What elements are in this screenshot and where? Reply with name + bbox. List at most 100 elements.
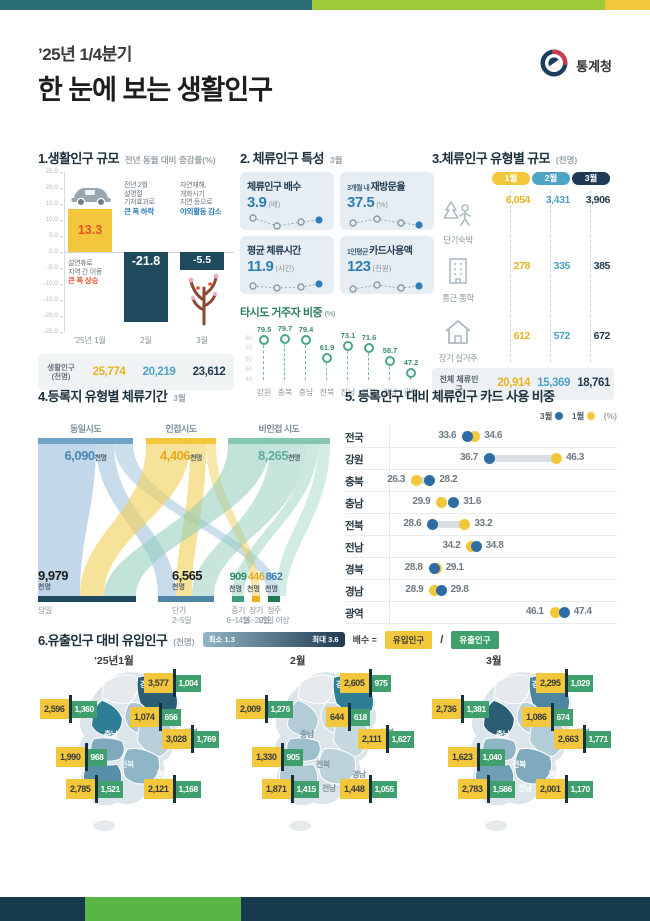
region-name-전북: 전북 xyxy=(120,760,134,769)
usage-row-label: 경남 xyxy=(345,586,364,598)
total-value: 20,914 xyxy=(497,377,530,389)
sankey-target-label-text: 정주 xyxy=(267,606,281,615)
bar-annotation-3: 자연재해, 개화시기 지연 등으로 야외활동 감소 xyxy=(180,182,234,216)
usage-row-전국: 전국 33.6 34.6 xyxy=(345,426,617,448)
usage-row-label: 강원 xyxy=(345,454,364,466)
sankey-target-label-단기: 단기 2~5일 xyxy=(172,606,232,625)
sankey-source-label-동일시도: 동일시도 xyxy=(69,424,102,434)
outflow-value: 1,040 xyxy=(479,748,505,766)
lollipop-stem xyxy=(263,339,264,380)
card-usage-legend: 3월 1월 (%) xyxy=(345,410,617,422)
section3-title: 3.체류인구 유형별 규모 (천명) xyxy=(432,148,614,167)
sankey-source-value-비인접 시도: 8,265천명 xyxy=(234,448,324,463)
section2-title: 2. 체류인구 특성 3월 xyxy=(240,148,426,167)
y-axis-tick xyxy=(60,220,63,221)
section-inflow-outflow: 6.유출인구 대비 유입인구 (천명) 최소 1.3 최대 3.6 배수 = 유… xyxy=(38,630,618,881)
usage-connector xyxy=(431,521,467,528)
section4-title: 4.등록지 유형별 체류기간 3월 xyxy=(38,386,330,405)
callout-divider-bar xyxy=(385,725,389,753)
lollipop-value: 79.7 xyxy=(277,324,293,334)
y-axis-tick xyxy=(60,188,63,189)
region-callout-충북: 1,086 674 xyxy=(522,703,573,731)
bar-annotation-1: 설연휴로 지역 간 이동 큰 폭 상승 xyxy=(68,260,122,286)
stay-value-장기 실거주: 612 xyxy=(513,330,531,342)
usage-row-label: 전남 xyxy=(345,542,364,554)
lollipop-dot xyxy=(385,355,395,366)
callout-divider-bar xyxy=(172,669,176,697)
usage-value-left: 28.9 xyxy=(405,584,424,595)
outflow-value: 1,381 xyxy=(463,700,489,718)
other-sido-share-chart: 80 70 60 50 40 79.5 강원 79.7 충북 79.4 충남 61.9 전북 73.1 전남… xyxy=(240,324,426,398)
lollipop-ytick: 80 xyxy=(245,336,252,343)
annotation-highlight: 큰 폭 하락 xyxy=(124,206,154,216)
stat-card-unit: (%) xyxy=(376,200,388,209)
row-label: 단기숙박 xyxy=(443,235,473,245)
map-month-label: 2월 xyxy=(290,655,306,667)
stat-card-title: 1인평균 카드사용액 xyxy=(347,242,427,257)
outflow-value: 1,360 xyxy=(71,700,97,718)
inflow-value: 2,111 xyxy=(358,729,386,749)
region-callout-경남: 1,448 1,055 xyxy=(340,775,397,803)
stat-card-2: 3개월 내 재방문율 37.5 (%) xyxy=(340,172,434,230)
sankey-source-value-number: 6,090 xyxy=(64,448,96,463)
section2-month: 3월 xyxy=(329,155,343,165)
inflow-value: 1,086 xyxy=(522,707,551,727)
annotation-line: 자연재해, xyxy=(180,182,207,189)
usage-row-충남: 충남 29.9 31.6 xyxy=(345,492,617,514)
usage-row-전북: 전북 28.6 33.2 xyxy=(345,514,617,536)
camping-icon xyxy=(432,198,484,233)
sankey-target-label-range: 21일 이상 xyxy=(258,615,290,625)
sankey-target-label-장기: 장기 15~20일 xyxy=(239,606,273,625)
sankey-source-label-인접시도: 인접시도 xyxy=(165,424,197,434)
usage-row-경북: 경북 28.8 29.1 xyxy=(345,558,617,580)
outflow-value: 1,055 xyxy=(371,780,397,798)
sankey-target-label-text: 단기 xyxy=(172,606,186,615)
y-axis-tick-label: 15.0 xyxy=(45,200,58,207)
inflow-value: 1,448 xyxy=(340,779,369,799)
sankey-source-value-unit: 천명 xyxy=(288,455,300,462)
usage-dot-march xyxy=(435,585,447,596)
other-sido-share-title: 타시도 거주자 비중 (%) xyxy=(240,304,426,320)
callout-divider-bar xyxy=(264,695,268,723)
other-sido-share-title-text: 타시도 거주자 비중 xyxy=(240,307,323,319)
callout-divider-bar xyxy=(158,703,162,731)
region-callout-전북: 1,330 905 xyxy=(252,743,303,771)
region-callout-전남: 2,783 1,586 xyxy=(458,775,515,803)
y-axis-tick-label: 20.0 xyxy=(45,184,58,191)
outflow-value: 1,586 xyxy=(489,780,515,798)
section-stay-type-scale: 3.체류인구 유형별 규모 (천명) 1월 2월 3월 6,054 3,431 3,906… xyxy=(432,148,614,404)
outflow-value: 618 xyxy=(350,708,370,726)
stat-card-value-row: 123 (천원) xyxy=(347,258,427,276)
stay-type-table: 1월 2월 3월 6,054 3,431 3,906 단기숙박 278 335 385 통근·통학 6… xyxy=(432,172,614,404)
usage-axis-line xyxy=(389,426,390,624)
lollipop-dot xyxy=(280,334,290,345)
trend-sparkline xyxy=(347,278,427,299)
x-axis-label: 3월 xyxy=(196,336,208,345)
other-sido-share-unit: (%) xyxy=(324,309,336,318)
y-axis-tick-label: -15.0 xyxy=(43,296,58,303)
outflow-value: 674 xyxy=(553,708,573,726)
band-navy-right xyxy=(240,897,650,921)
lollipop-dot xyxy=(322,352,332,363)
region-callout-충북: 644 618 xyxy=(326,703,370,731)
inflow-value: 2,663 xyxy=(554,729,583,749)
bar-value-label: 13.3 xyxy=(77,223,103,238)
stay-value-통근·통학: 385 xyxy=(593,260,611,272)
y-axis-tick xyxy=(60,332,63,333)
callout-divider-bar xyxy=(290,775,294,803)
population-footer-values: 25,774 20,219 23,612 xyxy=(84,366,234,378)
usage-dot-march xyxy=(470,541,482,552)
sankey-target-value-unit: 천명 xyxy=(247,586,260,593)
stat-cards-grid: 체류인구 배수 3.9 (배) 3개월 내 재방문율 37.5 (%) 평균 체류시간 11.… xyxy=(240,172,434,294)
y-axis-tick xyxy=(60,172,63,173)
usage-value-right: 29.8 xyxy=(450,584,469,595)
bar-month-1: 13.3 xyxy=(68,209,112,252)
page-title: 한 눈에 보는 생활인구 xyxy=(38,75,273,105)
y-axis-tick-label: -5.0 xyxy=(46,264,58,271)
callout-divider-bar xyxy=(582,725,586,753)
region-callout-경북: 2,663 1,771 xyxy=(554,725,611,753)
x-axis-label: ’25년 1월 xyxy=(73,336,107,345)
stat-card-value: 3.9 xyxy=(247,194,267,211)
usage-value-right: 29.1 xyxy=(445,562,464,573)
inflow-value: 1,330 xyxy=(252,747,281,767)
